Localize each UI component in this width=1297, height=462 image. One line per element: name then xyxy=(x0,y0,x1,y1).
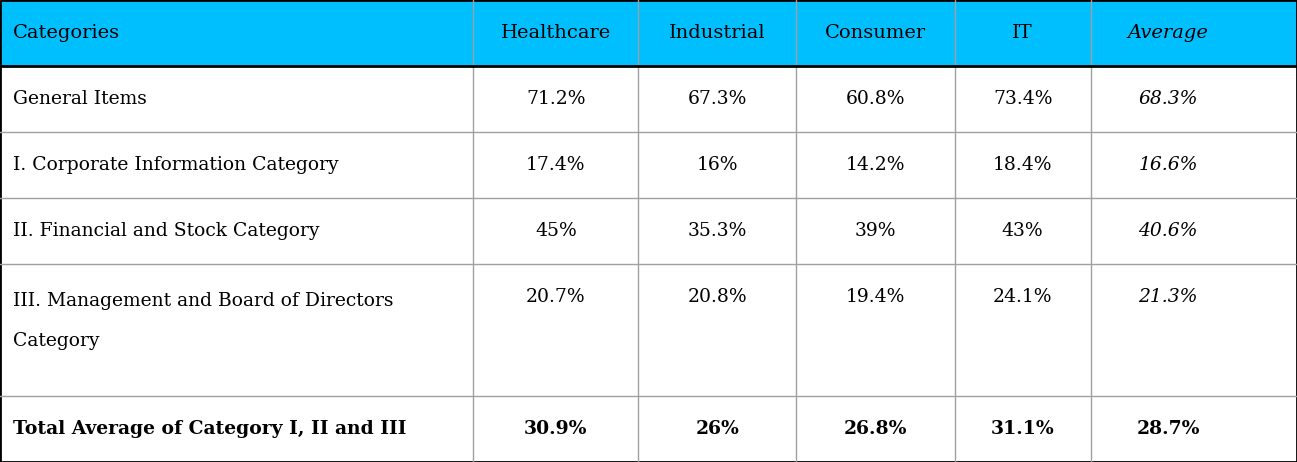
Text: Healthcare: Healthcare xyxy=(501,24,611,42)
Text: Consumer: Consumer xyxy=(825,24,926,42)
Text: IT: IT xyxy=(1013,24,1032,42)
Text: 26.8%: 26.8% xyxy=(844,420,907,438)
Text: 16%: 16% xyxy=(696,156,738,174)
Text: Average: Average xyxy=(1127,24,1209,42)
Text: 30.9%: 30.9% xyxy=(524,420,588,438)
Text: 17.4%: 17.4% xyxy=(527,156,585,174)
Text: 26%: 26% xyxy=(695,420,739,438)
Text: 24.1%: 24.1% xyxy=(994,288,1052,306)
Text: 40.6%: 40.6% xyxy=(1139,222,1197,240)
Text: 73.4%: 73.4% xyxy=(994,90,1052,108)
Text: 71.2%: 71.2% xyxy=(527,90,585,108)
Bar xyxy=(0,396,1297,462)
Bar xyxy=(0,198,1297,264)
Bar xyxy=(0,0,1297,66)
Text: Industrial: Industrial xyxy=(669,24,765,42)
Text: Category: Category xyxy=(13,332,100,350)
Bar xyxy=(0,132,1297,198)
Text: 19.4%: 19.4% xyxy=(846,288,905,306)
Text: 20.7%: 20.7% xyxy=(527,288,585,306)
Bar xyxy=(0,66,1297,132)
Text: 35.3%: 35.3% xyxy=(687,222,747,240)
Text: 16.6%: 16.6% xyxy=(1139,156,1197,174)
Text: III. Management and Board of Directors: III. Management and Board of Directors xyxy=(13,292,393,310)
Text: 39%: 39% xyxy=(855,222,896,240)
Bar xyxy=(0,264,1297,396)
Text: 21.3%: 21.3% xyxy=(1139,288,1197,306)
Text: 20.8%: 20.8% xyxy=(687,288,747,306)
Text: 45%: 45% xyxy=(534,222,577,240)
Text: 14.2%: 14.2% xyxy=(846,156,905,174)
Text: Categories: Categories xyxy=(13,24,121,42)
Text: 28.7%: 28.7% xyxy=(1136,420,1200,438)
Text: I. Corporate Information Category: I. Corporate Information Category xyxy=(13,156,339,174)
Text: 43%: 43% xyxy=(1001,222,1044,240)
Text: 68.3%: 68.3% xyxy=(1139,90,1197,108)
Text: 31.1%: 31.1% xyxy=(991,420,1054,438)
Text: II. Financial and Stock Category: II. Financial and Stock Category xyxy=(13,222,319,240)
Text: General Items: General Items xyxy=(13,90,147,108)
Text: 18.4%: 18.4% xyxy=(994,156,1052,174)
Text: 67.3%: 67.3% xyxy=(687,90,747,108)
Text: Total Average of Category I, II and III: Total Average of Category I, II and III xyxy=(13,420,406,438)
Text: 60.8%: 60.8% xyxy=(846,90,905,108)
